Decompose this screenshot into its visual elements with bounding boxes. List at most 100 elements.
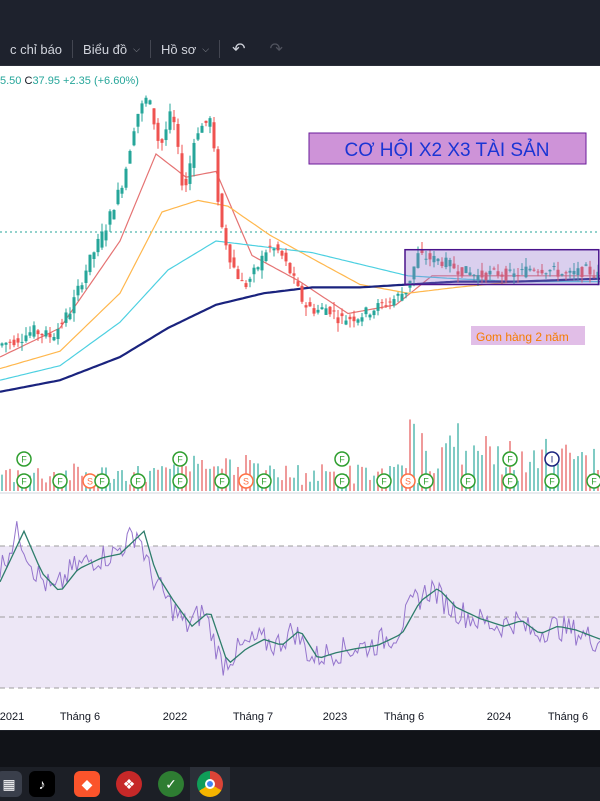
candle-body: [144, 97, 148, 104]
candle-body: [184, 178, 188, 186]
volume-bar: [441, 447, 443, 491]
event-marker: [94, 473, 110, 489]
price-chart[interactable]: CƠ HỘI X2 X3 TÀI SẢN Gom hàng 2 năm FF F S…: [0, 66, 600, 730]
candle-body: [564, 272, 568, 274]
volume-bar: [233, 474, 235, 491]
candle-body: [284, 252, 288, 262]
candle-body: [212, 122, 216, 149]
event-marker: [16, 473, 32, 489]
change-value: +2.35: [63, 75, 91, 87]
volume-bar: [245, 455, 247, 491]
candle-body: [400, 293, 404, 301]
volume-bar: [453, 446, 455, 491]
volume-bar: [353, 483, 355, 491]
volume-bar: [161, 466, 163, 491]
candle-body: [172, 116, 176, 123]
candle-body: [308, 302, 312, 307]
brave-icon[interactable]: ◆: [74, 771, 100, 797]
candle-body: [36, 330, 40, 335]
candle-body: [68, 313, 72, 320]
volume-bar: [317, 480, 319, 491]
redo-icon[interactable]: ↷: [269, 41, 283, 58]
candle-body: [320, 307, 324, 310]
candle-body: [572, 270, 576, 275]
event-marker-label: F: [57, 477, 63, 487]
volume-bar: [445, 443, 447, 491]
volume-bar: [489, 446, 491, 491]
rsi-signal-line: [0, 529, 600, 664]
event-marker-label: F: [339, 455, 345, 465]
candle-body: [500, 274, 504, 277]
candle-body: [388, 301, 392, 303]
accumulation-box: [404, 248, 600, 286]
candle-body: [28, 332, 32, 336]
candle-body: [316, 309, 320, 313]
grid-icon[interactable]: ▦: [0, 771, 22, 797]
candle-body: [548, 269, 552, 272]
chrome-icon[interactable]: [197, 771, 223, 797]
volume-bar: [189, 471, 191, 491]
x-tick-label: 2023: [323, 711, 347, 723]
volume-bar: [309, 481, 311, 491]
candle-body: [440, 261, 444, 267]
event-marker: [544, 473, 560, 489]
candle-body: [432, 255, 436, 263]
candle-body: [560, 274, 564, 276]
candle-body: [252, 267, 256, 275]
candle-body: [248, 278, 252, 282]
volume-bar: [229, 459, 231, 491]
volume-bar: [73, 463, 75, 491]
volume-bar: [521, 451, 523, 491]
event-marker: [256, 473, 272, 489]
green-app-icon[interactable]: ✓: [158, 771, 184, 797]
volume-bar: [157, 469, 159, 491]
volume-bar: [577, 456, 579, 491]
undo-icon[interactable]: ↶: [232, 41, 246, 58]
candle-body: [528, 268, 532, 271]
candle-body: [52, 337, 56, 341]
volume-bar: [349, 465, 351, 491]
event-marker: [376, 473, 392, 489]
candle-body: [208, 118, 212, 127]
volume-bar: [365, 467, 367, 491]
tiktok-icon[interactable]: ♪: [29, 771, 55, 797]
volume-bar: [301, 484, 303, 491]
volume-bar: [565, 444, 567, 491]
candle-body: [192, 142, 196, 168]
candle-body: [292, 273, 296, 276]
candle-body: [392, 299, 396, 306]
chart-area[interactable]: 5.50 C37.95 +2.35 (+6.60%) CƠ HỘI X2 X3 …: [0, 66, 600, 730]
candle-body: [264, 252, 268, 261]
toolbar-divider: [149, 40, 151, 58]
candle-body: [224, 228, 228, 246]
candle-body: [404, 292, 408, 295]
volume-bar: [205, 468, 207, 491]
candle-body: [280, 250, 284, 256]
candle-body: [4, 342, 8, 345]
candle-body: [92, 252, 96, 260]
volume-bar: [9, 468, 11, 491]
event-marker-label: F: [21, 455, 27, 465]
candle-body: [8, 341, 12, 343]
volume-bar: [45, 482, 47, 491]
candle-body: [72, 297, 76, 314]
profile-menu[interactable]: Hồ sơ ⌵: [151, 36, 219, 62]
indicators-menu[interactable]: c chỉ báo: [0, 36, 72, 62]
candle-body: [64, 312, 68, 323]
event-marker: [52, 473, 68, 489]
candle-body: [128, 150, 132, 164]
volume-bar: [465, 450, 467, 491]
event-marker: [334, 473, 350, 489]
toolbar-divider: [72, 40, 74, 58]
volume-bar: [289, 477, 291, 491]
volume-bar: [81, 475, 83, 491]
bird-app-icon[interactable]: ❖: [116, 771, 142, 797]
chart-menu[interactable]: Biểu đồ ⌵: [73, 36, 150, 62]
volume-bar: [285, 465, 287, 491]
x-tick-label: Tháng 6: [60, 711, 100, 723]
candle-body: [552, 266, 556, 268]
volume-bar: [433, 473, 435, 491]
volume-bar: [477, 450, 479, 491]
candle-body: [536, 271, 540, 273]
volume-bar: [305, 473, 307, 491]
